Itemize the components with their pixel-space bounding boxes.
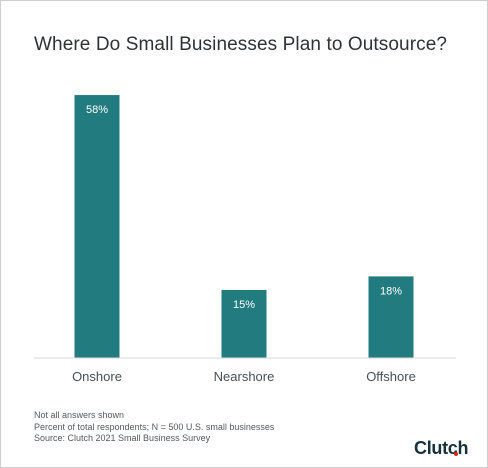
footnote-source: Source: Clutch 2021 Small Business Surve…: [34, 433, 211, 443]
chart-title: Where Do Small Businesses Plan to Outsou…: [34, 34, 448, 55]
data-label-nearshore: 15%: [233, 299, 255, 311]
bar-nearshore: [221, 290, 267, 358]
footnote-respondents: Percent of total respondents; N = 500 U.…: [34, 421, 275, 432]
x-axis-labels: Onshore Nearshore Offshore: [72, 369, 416, 384]
bar-chart: 58% 15% 18% Onshore Nearshore Offshore: [34, 95, 456, 384]
x-tick-label-onshore: Onshore: [72, 369, 122, 384]
x-tick-label-offshore: Offshore: [366, 369, 416, 384]
clutch-logo-dot: [454, 452, 458, 456]
footnote-answers: Not all answers shown: [34, 410, 125, 420]
clutch-logo: Clutch: [414, 438, 469, 458]
bar-offshore: [368, 276, 414, 358]
data-label-onshore: 58%: [86, 104, 108, 116]
x-tick-label-nearshore: Nearshore: [214, 369, 275, 384]
footnotes: Not all answers shown Percent of total r…: [34, 410, 274, 445]
data-label-offshore: 18%: [380, 285, 402, 297]
bar-onshore: [74, 95, 120, 359]
bars-group: 58% 15% 18%: [74, 95, 414, 359]
